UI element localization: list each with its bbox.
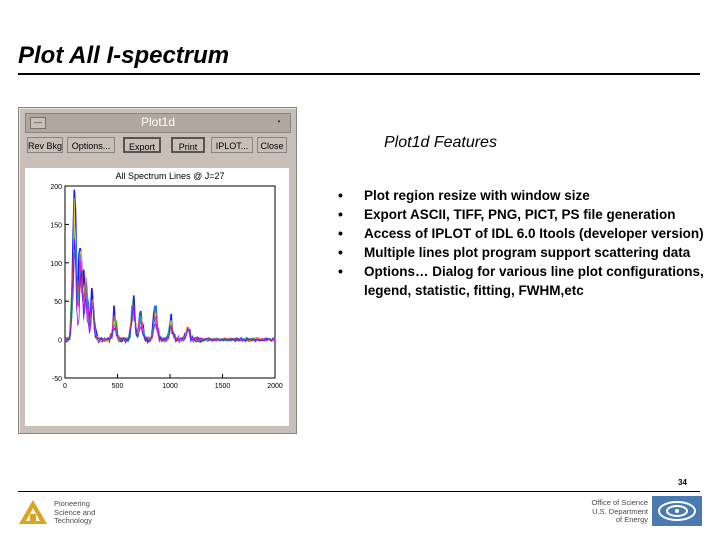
y-tick-label: -50	[52, 376, 62, 383]
feature-text: Options… Dialog for various line plot co…	[364, 264, 704, 298]
window-titlebar[interactable]: — Plot1d •	[25, 113, 291, 133]
footer-left-line: Pioneering	[54, 499, 90, 508]
iplot-button[interactable]: IPLOT...	[211, 137, 253, 153]
footer-left-line: Technology	[54, 516, 92, 525]
x-tick-label: 2000	[267, 383, 283, 390]
feature-text: Multiple lines plot program support scat…	[364, 245, 691, 260]
window-minimize-icon[interactable]: •	[277, 117, 281, 126]
x-tick-label: 500	[112, 383, 124, 390]
page-number: 34	[678, 478, 687, 487]
features-title: Plot1d Features	[384, 134, 497, 151]
y-tick-label: 50	[54, 299, 62, 306]
y-tick-label: 200	[50, 184, 62, 191]
bullet: •	[338, 225, 343, 241]
y-tick-label: 0	[58, 338, 62, 345]
feature-item: • Options… Dialog for various line plot c…	[310, 262, 710, 300]
slide-title: Plot All I-spectrum	[18, 42, 230, 69]
plot1d-window: — Plot1d • Rev Bkg Options... Export Pri…	[18, 107, 297, 434]
spectrum-chart: All Spectrum Lines @ J=27-50050100150200…	[50, 171, 283, 390]
x-tick-label: 1000	[162, 383, 178, 390]
argonne-logo-icon	[19, 500, 47, 524]
options-button[interactable]: Options...	[67, 137, 115, 153]
feature-text: Access of IPLOT of IDL 6.0 Itools (devel…	[364, 226, 704, 241]
title-divider	[18, 73, 700, 75]
plot-frame	[64, 185, 276, 379]
feature-text: Export ASCII, TIFF, PNG, PICT, PS file g…	[364, 207, 676, 222]
close-button[interactable]: Close	[257, 137, 287, 153]
footer-left-line: Science and	[54, 507, 96, 517]
footer-divider	[18, 491, 700, 492]
chart-title: All Spectrum Lines @ J=27	[116, 171, 225, 181]
y-tick-label: 100	[50, 261, 62, 268]
rev-bkg-button[interactable]: Rev Bkg	[27, 137, 63, 153]
bullet: •	[338, 244, 343, 260]
feature-text: Plot region resize with window size	[364, 188, 590, 203]
footer-right-text: Office of Science U.S. Department of Ene…	[560, 498, 648, 525]
footer-right-line: of Energy	[615, 515, 648, 524]
x-tick-label: 0	[63, 383, 67, 390]
spectrum-series-line	[64, 224, 276, 343]
doe-logo-icon	[652, 496, 702, 526]
print-button[interactable]: Print	[171, 137, 205, 153]
export-button[interactable]: Export	[123, 137, 161, 153]
feature-list: • Plot region resize with window size • Ex…	[310, 186, 710, 300]
feature-item: • Access of IPLOT of IDL 6.0 Itools (deve…	[310, 224, 710, 243]
feature-item: • Multiple lines plot program support sca…	[310, 243, 710, 262]
bullet: •	[338, 263, 343, 279]
feature-item: • Export ASCII, TIFF, PNG, PICT, PS file …	[310, 205, 710, 224]
plot-area[interactable]: All Spectrum Lines @ J=27 -50 0 50 100 150 200…	[25, 168, 289, 426]
window-title: Plot1d	[141, 115, 176, 129]
footer-left-text: Pioneering Science and Technology	[54, 499, 96, 526]
feature-item: • Plot region resize with window size	[310, 186, 710, 205]
toolbar: Rev Bkg Options... Export Print IPLOT...…	[25, 135, 289, 157]
bullet: •	[338, 187, 343, 203]
window-menu-icon[interactable]: —	[30, 117, 46, 129]
bullet: •	[338, 206, 343, 222]
y-tick-label: 150	[50, 222, 62, 229]
spectrum-series-line	[64, 238, 276, 343]
x-tick-label: 1500	[215, 383, 231, 390]
footer-right-line: U.S. Department	[592, 506, 648, 516]
spectrum-series-line	[64, 189, 276, 345]
footer-right-line: Office of Science	[591, 498, 648, 507]
